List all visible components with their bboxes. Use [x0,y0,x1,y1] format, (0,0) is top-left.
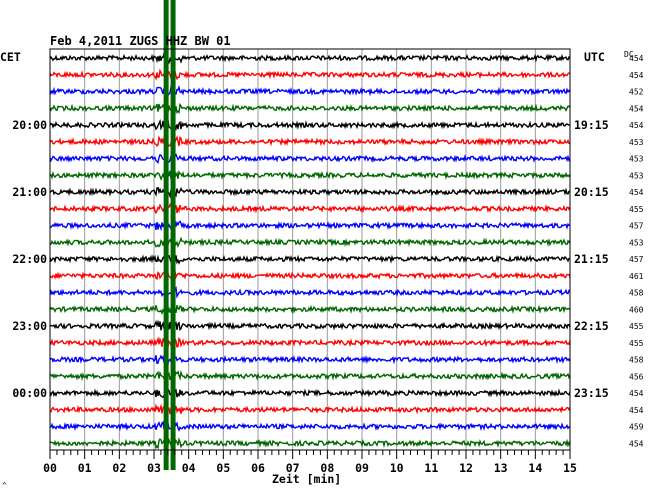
cet-hour-label: 00:00 [12,386,47,400]
dc-value: 453 [629,138,644,147]
dc-value: 454 [629,406,644,415]
x-tick-label: 10 [390,461,404,475]
dc-value: 454 [629,188,644,197]
cet-hour-label: 20:00 [12,118,47,132]
dc-value: 458 [629,356,644,365]
trace-line [49,403,571,415]
event-marker [170,0,176,470]
trace-line [49,153,571,165]
dc-value: 457 [629,255,644,264]
trace-line [49,304,571,316]
trace-line [49,118,571,132]
x-tick-label: 14 [528,461,542,475]
trace-line [49,437,571,450]
trace-line [49,336,571,350]
utc-hour-label: 20:15 [574,185,609,199]
x-tick-label: 01 [78,461,92,475]
trace-line [49,369,571,382]
trace-line [49,135,571,148]
dc-value: 455 [629,322,644,331]
time-labels: 454 454 452 454 454 453 453 453 454 455 457 453 457 4… [12,54,643,448]
trace-line [49,387,571,399]
x-tick-label: 06 [251,461,265,475]
dc-value: 454 [629,54,644,63]
x-tick-label: 04 [182,461,196,475]
trace-line [49,220,571,232]
x-tick-label: 00 [43,461,57,475]
utc-hour-label: 19:15 [574,118,609,132]
utc-hour-label: 22:15 [574,319,609,333]
x-tick-label: 12 [459,461,473,475]
dc-value: 452 [629,88,644,97]
trace-line [49,354,571,366]
cet-hour-label: 22:00 [12,252,47,266]
x-tick-label: 13 [494,461,508,475]
x-axis: 00 01 02 03 04 05 06 07 08 09 10 11 12 13 14 15 [43,450,577,475]
dc-value: 454 [629,121,644,130]
dc-value: 460 [629,305,644,314]
helicorder-traces [49,51,571,450]
x-tick-label: 05 [216,461,230,475]
trace-line [49,270,571,281]
trace-line [49,254,571,265]
dc-value: 459 [629,423,644,432]
dc-value: 454 [629,71,644,80]
dc-value: 455 [629,339,644,348]
dc-value: 453 [629,171,644,180]
footer-mark: ^ [2,481,7,490]
cet-label: CET [0,50,21,64]
trace-line [49,236,571,249]
x-axis-label: Zeit [min] [272,472,341,486]
trace-line [49,168,571,181]
dc-value: 458 [629,289,644,298]
x-tick-label: 03 [147,461,161,475]
dc-value: 456 [629,372,644,381]
trace-line [49,186,571,199]
dc-value: 453 [629,155,644,164]
x-tick-label: 09 [355,461,369,475]
x-tick-label: 08 [320,461,334,475]
trace-line [49,84,571,98]
x-tick-label: 15 [563,461,577,475]
x-tick-label: 02 [112,461,126,475]
utc-hour-label: 21:15 [574,252,609,266]
trace-line [49,420,571,432]
trace-line [49,319,571,332]
x-tick-label: 07 [286,461,300,475]
dc-value: 461 [629,272,644,281]
utc-label: UTC [584,50,605,64]
dc-value: 455 [629,205,644,214]
chart-title: Feb 4,2011 ZUGS HHZ BW 01 [50,34,231,48]
x-tick-label: 11 [424,461,438,475]
trace-line [49,68,571,81]
event-marker [163,0,169,470]
dc-label: DC [624,50,634,59]
trace-line [49,285,571,299]
dc-value: 454 [629,104,644,113]
cet-hour-label: 21:00 [12,185,47,199]
dc-value: 454 [629,389,644,398]
dc-value: 454 [629,439,644,448]
trace-line [49,202,571,215]
utc-hour-label: 23:15 [574,386,609,400]
minute-gridlines [84,49,536,450]
trace-line [49,102,571,115]
cet-hour-label: 23:00 [12,319,47,333]
trace-line [49,51,571,65]
dc-value: 453 [629,238,644,247]
dc-value: 457 [629,222,644,231]
plot-frame [49,48,571,451]
event-markers [163,0,176,470]
